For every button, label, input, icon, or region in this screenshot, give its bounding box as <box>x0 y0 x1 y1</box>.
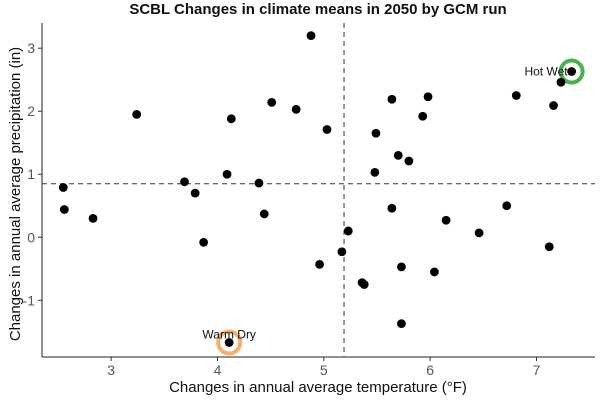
data-point <box>222 169 232 179</box>
data-point <box>190 188 200 198</box>
y-tick-label: 3 <box>27 40 35 56</box>
axis-ticks: 3 4 5 6 7 -1 0 1 2 3 <box>23 40 541 378</box>
annotation-ring <box>216 329 243 356</box>
annotation-label: Hot Wet <box>524 65 568 79</box>
data-point <box>549 101 558 110</box>
x-tick-label: 5 <box>320 362 328 378</box>
x-tick-label: 3 <box>107 362 115 378</box>
y-tick-label: -1 <box>23 292 36 308</box>
data-point <box>226 114 236 124</box>
data-point <box>291 104 301 114</box>
data-point <box>404 156 414 166</box>
data-point <box>322 125 332 134</box>
data-point <box>393 150 403 160</box>
data-point <box>502 201 512 211</box>
data-point <box>224 338 234 347</box>
data-point <box>343 226 353 236</box>
annotation-ring <box>558 58 585 85</box>
data-point <box>567 67 577 76</box>
data-point <box>306 31 316 41</box>
data-point <box>337 247 347 257</box>
y-axis-label: Changes in annual average precipitation … <box>7 47 24 341</box>
data-point <box>88 213 98 223</box>
reference-lines <box>42 23 595 357</box>
data-point <box>430 267 439 277</box>
data-point <box>511 91 521 100</box>
data-point <box>544 242 554 252</box>
data-point <box>59 205 69 214</box>
data-point <box>397 319 406 328</box>
y-tick-label: 1 <box>27 166 35 182</box>
data-point <box>267 98 277 107</box>
annotation-label: Warm Dry <box>202 328 256 342</box>
data-point <box>370 167 380 177</box>
annotation-rings <box>216 58 585 356</box>
data-point <box>441 215 451 225</box>
data-point <box>58 183 68 192</box>
data-point <box>132 109 142 119</box>
x-tick-label: 6 <box>426 362 434 378</box>
data-point <box>423 92 433 102</box>
x-tick-label: 4 <box>214 362 222 378</box>
data-points <box>58 31 577 347</box>
data-point <box>474 228 484 238</box>
data-point <box>556 77 566 87</box>
data-point <box>387 203 397 213</box>
x-tick-label: 7 <box>533 362 541 378</box>
data-point <box>371 128 381 138</box>
x-axis-label: Changes in annual average temperature (°… <box>169 379 467 396</box>
data-point <box>180 177 189 187</box>
data-point <box>418 111 428 121</box>
data-point <box>387 94 397 104</box>
data-point <box>315 259 324 269</box>
chart-title: SCBL Changes in climate means in 2050 by… <box>129 1 506 18</box>
data-point <box>254 178 264 188</box>
data-point <box>397 262 406 272</box>
data-point <box>359 280 369 289</box>
y-tick-label: 2 <box>27 103 35 119</box>
y-tick-label: 0 <box>27 229 35 245</box>
data-point <box>259 209 269 219</box>
data-point <box>199 237 209 247</box>
annotation-labels: Hot Wet Warm Dry <box>202 65 568 342</box>
